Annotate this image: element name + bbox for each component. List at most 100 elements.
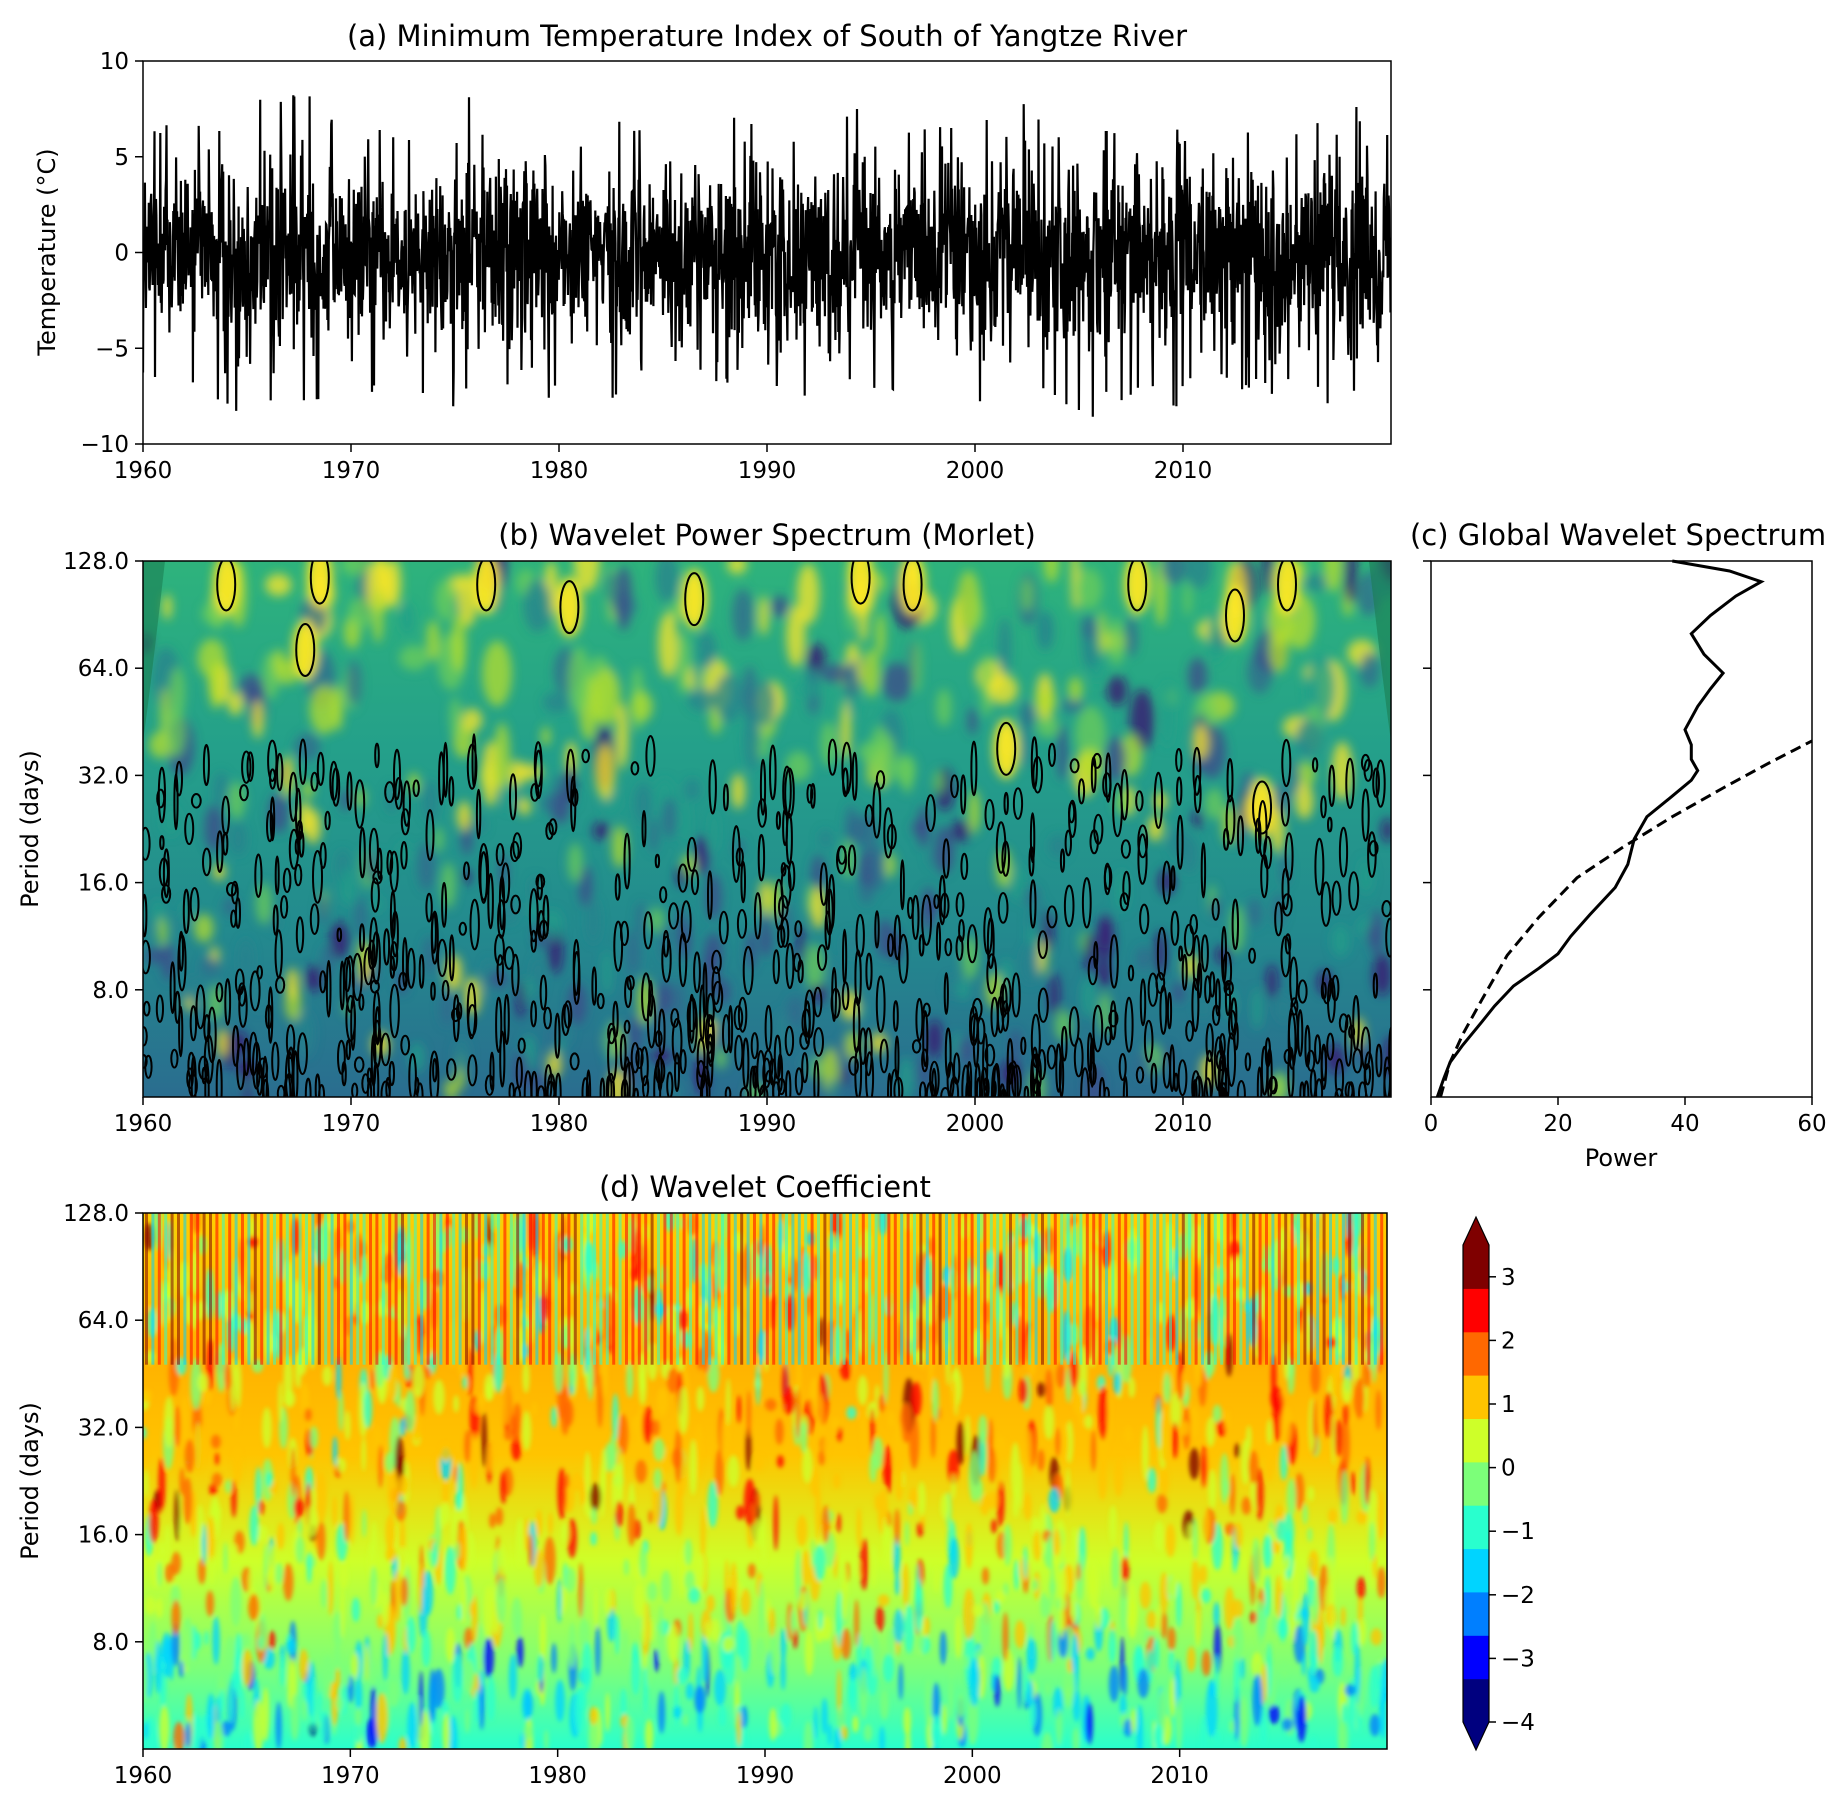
coefficient-blob bbox=[1167, 1576, 1178, 1598]
significance-contour bbox=[1277, 561, 1297, 612]
coefficient-blob bbox=[1072, 1727, 1080, 1749]
significance-contour bbox=[1162, 1052, 1172, 1089]
coefficient-blob bbox=[883, 1350, 889, 1405]
significance-contour bbox=[942, 838, 951, 879]
coefficient-stripe bbox=[823, 1213, 827, 1365]
significance-contour bbox=[1166, 992, 1173, 1030]
significance-contour bbox=[850, 561, 871, 605]
significance-contour bbox=[581, 748, 591, 764]
coefficient-blob bbox=[870, 1408, 875, 1454]
coefficient-blob bbox=[898, 1663, 904, 1701]
coefficient-blob bbox=[344, 1410, 351, 1441]
coefficient-blob bbox=[594, 1625, 601, 1677]
significance-contour bbox=[1211, 898, 1220, 921]
coefficient-blob bbox=[412, 1415, 421, 1443]
coefficient-stripe bbox=[1066, 1213, 1070, 1365]
colorbar-band bbox=[1463, 1591, 1489, 1636]
coefficient-blob bbox=[290, 1694, 300, 1741]
coefficient-blob bbox=[1201, 1649, 1211, 1677]
significance-contour bbox=[813, 986, 823, 1018]
coefficient-blob bbox=[1113, 1457, 1124, 1497]
coefficient-stripe bbox=[1002, 1213, 1006, 1365]
coefficient-blob bbox=[796, 1514, 808, 1547]
coefficient-blob bbox=[1332, 1419, 1344, 1457]
significance-contour bbox=[1320, 981, 1327, 1000]
coefficient-blob bbox=[567, 1518, 577, 1559]
y-tick-label: 16.0 bbox=[78, 1523, 129, 1549]
significance-contour bbox=[984, 798, 995, 831]
colorbar-tick-label: 2 bbox=[1501, 1328, 1516, 1354]
power-blob bbox=[265, 573, 292, 597]
coefficient-blob bbox=[1233, 1522, 1243, 1549]
coefficient-stripe bbox=[663, 1213, 667, 1365]
coefficient-blob bbox=[644, 1719, 654, 1749]
coefficient-blob bbox=[174, 1489, 180, 1542]
coefficient-blob bbox=[904, 1604, 915, 1654]
coefficient-blob bbox=[916, 1521, 924, 1538]
coefficient-blob bbox=[184, 1439, 195, 1473]
coefficient-blob bbox=[445, 1627, 456, 1663]
coefficient-blob bbox=[1368, 1521, 1376, 1562]
coefficient-blob bbox=[1176, 1697, 1182, 1749]
y-tick-label: 0 bbox=[114, 241, 129, 267]
x-tick-label: 1990 bbox=[736, 1763, 795, 1789]
coefficient-stripe bbox=[330, 1213, 334, 1365]
coefficient-blob bbox=[178, 1660, 184, 1678]
power-blob bbox=[252, 700, 264, 739]
coefficient-blob bbox=[375, 1692, 388, 1744]
coefficient-blob bbox=[589, 1706, 598, 1726]
coefficient-stripe bbox=[343, 1213, 347, 1365]
coefficient-blob bbox=[1282, 1717, 1293, 1732]
significance-contour bbox=[441, 881, 448, 928]
significance-contour bbox=[780, 862, 787, 877]
coefficient-blob bbox=[439, 1511, 445, 1529]
significance-contour bbox=[1338, 1013, 1349, 1033]
coefficient-blob bbox=[387, 1467, 400, 1516]
significance-contour bbox=[511, 953, 520, 997]
coefficient-stripe bbox=[689, 1213, 692, 1365]
coefficient-blob bbox=[875, 1605, 885, 1632]
significance-contour bbox=[298, 738, 307, 785]
coefficient-blob bbox=[996, 1434, 1001, 1490]
coefficient-stripe bbox=[196, 1213, 200, 1365]
coefficient-blob bbox=[1037, 1449, 1045, 1472]
power-blob bbox=[229, 821, 247, 856]
coefficient-blob bbox=[1139, 1581, 1152, 1610]
power-blob bbox=[449, 697, 461, 739]
coefficient-stripe bbox=[861, 1213, 865, 1365]
coefficient-blob bbox=[551, 1642, 557, 1674]
power-blob bbox=[696, 835, 708, 876]
coefficient-blob bbox=[800, 1421, 808, 1454]
significance-contour bbox=[757, 798, 768, 828]
significance-contour bbox=[155, 994, 164, 1023]
power-blob bbox=[787, 996, 804, 1027]
coefficient-blob bbox=[1032, 1579, 1039, 1591]
coefficient-blob bbox=[279, 1654, 285, 1687]
significance-contour bbox=[1122, 870, 1131, 906]
significance-contour bbox=[742, 945, 754, 996]
power-blob bbox=[731, 773, 746, 810]
coefficient-blob bbox=[836, 1513, 841, 1533]
significance-contour bbox=[1185, 1020, 1194, 1042]
coefficient-stripe bbox=[305, 1213, 308, 1365]
coefficient-blob bbox=[769, 1707, 777, 1741]
coefficient-blob bbox=[547, 1512, 553, 1536]
significance-contour bbox=[239, 784, 249, 802]
significance-contour bbox=[955, 892, 965, 918]
significance-contour bbox=[230, 909, 237, 928]
coefficient-stripe bbox=[1290, 1213, 1294, 1365]
significance-contour bbox=[294, 838, 300, 855]
panel-c-frame bbox=[1430, 560, 1813, 1098]
significance-contour bbox=[668, 902, 680, 930]
significance-contour bbox=[999, 1083, 1005, 1097]
coefficient-blob bbox=[338, 1391, 344, 1432]
coefficient-blob bbox=[859, 1538, 869, 1591]
coefficient-blob bbox=[1186, 1646, 1196, 1673]
coefficient-stripe bbox=[919, 1213, 923, 1365]
colorbar-extend-top bbox=[1463, 1217, 1489, 1245]
power-blob bbox=[658, 612, 678, 678]
coefficient-blob bbox=[335, 1668, 341, 1689]
coefficient-blob bbox=[1232, 1617, 1244, 1661]
coefficient-blob bbox=[653, 1468, 662, 1491]
significance-contour bbox=[400, 841, 408, 870]
